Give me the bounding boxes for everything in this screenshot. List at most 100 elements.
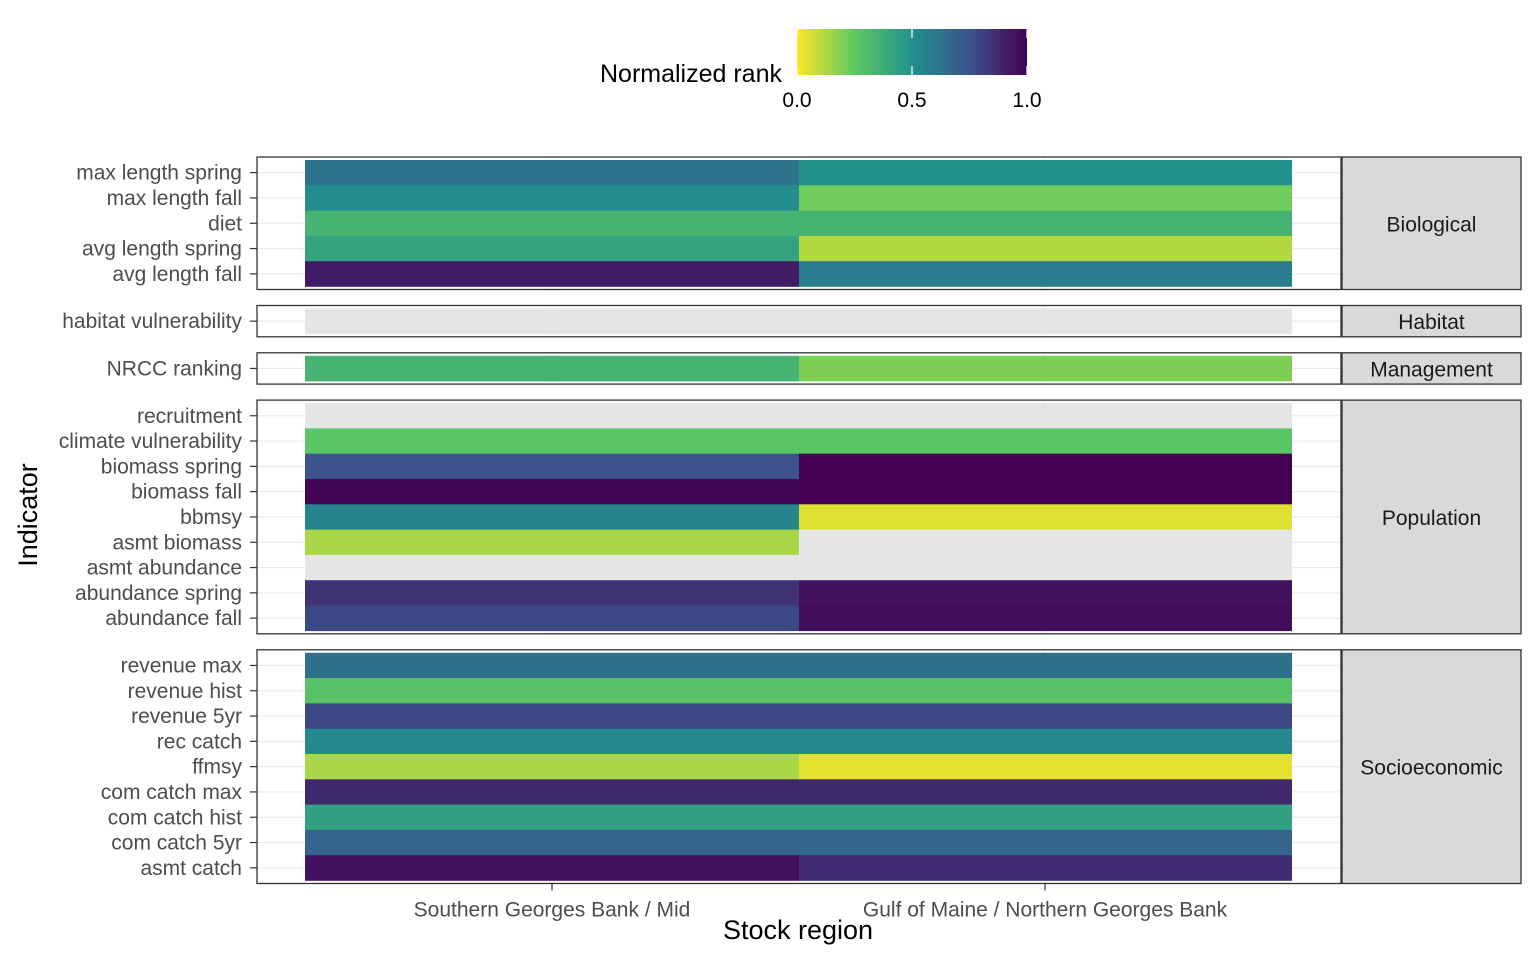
heatmap-cell — [799, 829, 1292, 856]
y-tick-label: rec catch — [157, 730, 242, 753]
heatmap-cell — [799, 754, 1292, 780]
heatmap-cell — [799, 504, 1292, 530]
heatmap-cell — [305, 855, 799, 881]
heatmap-cell — [305, 779, 799, 805]
y-tick-label: com catch hist — [108, 806, 242, 829]
facet-strip-label: Socioeconomic — [1360, 757, 1502, 780]
y-tick-label: max length fall — [107, 187, 242, 210]
facet-strip-label: Population — [1382, 507, 1481, 530]
y-tick-label: abundance spring — [75, 582, 242, 605]
heatmap-cell — [305, 160, 799, 186]
legend-tick-label: 1.0 — [1012, 89, 1041, 112]
y-tick-label: com catch 5yr — [111, 832, 242, 855]
y-tick-label: revenue hist — [128, 680, 243, 703]
heatmap-cell — [799, 529, 1292, 556]
heatmap-cell — [305, 554, 799, 581]
facet-strip — [1341, 156, 1522, 291]
heatmap-cell — [799, 605, 1292, 632]
y-tick-label: habitat vulnerability — [62, 310, 242, 333]
heatmap-cell — [305, 754, 799, 780]
facet-strip — [1341, 352, 1522, 385]
heatmap-cell — [799, 185, 1292, 211]
x-axis-title: Stock region — [723, 915, 873, 945]
heatmap-cell — [305, 403, 799, 429]
heatmap-cell — [799, 355, 1292, 382]
facet-strip — [1341, 649, 1522, 885]
heatmap-cell — [799, 453, 1292, 480]
heatmap-cell — [305, 355, 799, 382]
heatmap-cell — [305, 529, 799, 556]
x-tick-label: Southern Georges Bank / Mid — [414, 899, 691, 922]
y-tick-label: asmt abundance — [87, 557, 242, 580]
heatmap-cell — [799, 403, 1292, 429]
y-tick-label: NRCC ranking — [107, 357, 242, 380]
heatmap-cell — [305, 308, 799, 335]
y-tick-label: avg length spring — [82, 238, 242, 261]
heatmap-cell — [799, 728, 1292, 755]
heatmap-cell — [305, 504, 799, 530]
heatmap-cell — [305, 728, 799, 755]
facet-strip — [1341, 304, 1522, 338]
y-tick-label: asmt biomass — [112, 531, 242, 554]
y-tick-label: max length spring — [76, 162, 242, 185]
y-tick-label: com catch max — [101, 781, 243, 804]
y-tick-label: revenue 5yr — [131, 705, 242, 728]
panel-border — [256, 156, 1342, 291]
heatmap-cell — [305, 210, 799, 237]
heatmap-cell — [799, 678, 1292, 704]
y-tick-label: avg length fall — [112, 263, 242, 286]
facet-panel: NRCC ranking Management — [107, 352, 1522, 385]
heatmap-cell — [799, 479, 1292, 505]
heatmap-cell — [305, 829, 799, 856]
legend-tick-label: 0.5 — [897, 89, 926, 112]
panel-border — [256, 304, 1342, 338]
heatmap-cell — [305, 235, 799, 262]
facet-strip-label: Management — [1370, 358, 1493, 381]
heatmap-cell — [799, 428, 1292, 454]
y-tick-label: diet — [208, 212, 242, 235]
legend-title: Normalized rank — [600, 60, 783, 88]
facet-panel: habitat vulnerability Habitat — [62, 304, 1522, 338]
x-tick-label: Gulf of Maine / Northern Georges Bank — [863, 899, 1228, 922]
heatmap-cell — [799, 308, 1292, 335]
heatmap-cell — [305, 428, 799, 454]
heatmap-cell — [305, 678, 799, 704]
heatmap-cell — [799, 855, 1292, 881]
y-tick-label: biomass fall — [131, 481, 242, 504]
heatmap-cell — [305, 479, 799, 505]
legend: Normalized rank 0.0 0.5 1.0 — [600, 29, 1042, 112]
y-tick-label: revenue max — [121, 654, 243, 677]
heatmap-cell — [799, 261, 1292, 287]
heatmap-cell — [305, 804, 799, 831]
y-tick-label: bbmsy — [180, 506, 242, 529]
heatmap-cell — [799, 210, 1292, 237]
y-tick-label: abundance fall — [105, 607, 242, 630]
heatmap-cell — [799, 804, 1292, 831]
heatmap-cell — [799, 580, 1292, 606]
y-axis-title: Indicator — [13, 463, 43, 567]
facet-strip-label: Habitat — [1398, 311, 1465, 334]
heatmap-cell — [305, 453, 799, 480]
facet-strip-label: Biological — [1387, 213, 1477, 236]
heatmap-cell — [799, 652, 1292, 679]
heatmap-cell — [305, 703, 799, 729]
panel-border — [256, 649, 1342, 885]
heatmap-cell — [305, 605, 799, 632]
heatmap-cell — [799, 554, 1292, 581]
panel-border — [256, 399, 1342, 635]
y-tick-label: biomass spring — [101, 455, 242, 478]
y-tick-label: recruitment — [137, 405, 242, 428]
heatmap-cell — [305, 580, 799, 606]
legend-tick-label: 0.0 — [782, 89, 811, 112]
heatmap-cell — [799, 779, 1292, 805]
panel-border — [256, 352, 1342, 385]
heatmap-cell — [799, 703, 1292, 729]
y-tick-label: climate vulnerability — [59, 430, 243, 453]
facet-strip — [1341, 399, 1522, 635]
heatmap-cell — [799, 160, 1292, 186]
heatmap-cell — [799, 235, 1292, 262]
